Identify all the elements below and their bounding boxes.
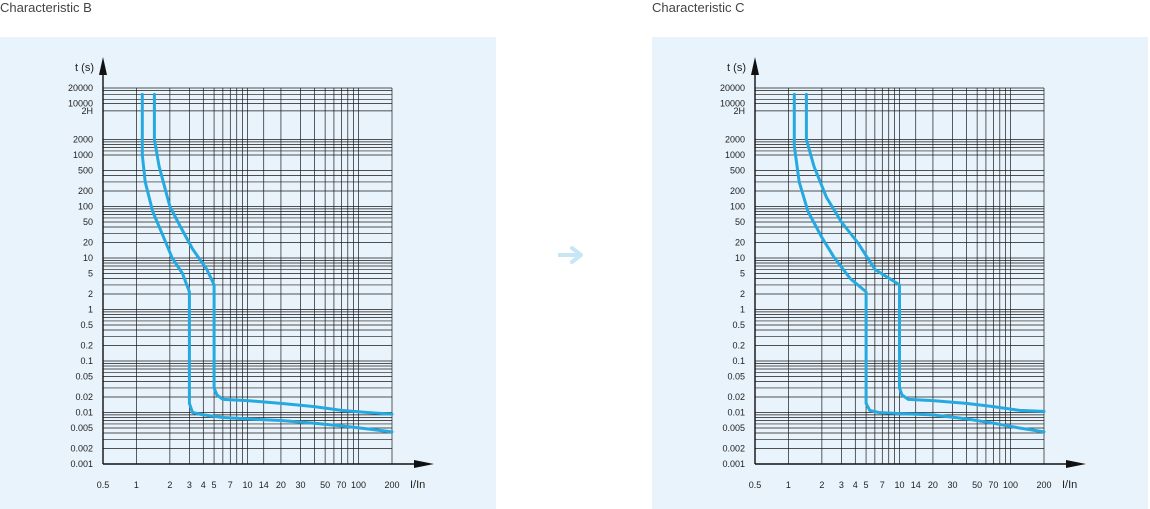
x-tick-label: 200 bbox=[1036, 480, 1051, 490]
x-tick-label: 3 bbox=[839, 480, 844, 490]
x-tick-label: 20 bbox=[928, 480, 938, 490]
x-tick-label: 70 bbox=[988, 480, 998, 490]
y-axis-arrow-icon bbox=[751, 57, 759, 75]
x-tick-label: 4 bbox=[201, 480, 206, 490]
y-tick-label: 20 bbox=[83, 237, 93, 247]
y-tick-label: 1000 bbox=[725, 150, 745, 160]
y-tick-label: 0.2 bbox=[732, 340, 745, 350]
y-tick-label: 10 bbox=[735, 253, 745, 263]
y-tick-label: 2H bbox=[733, 106, 745, 116]
y-tick-label: 2000 bbox=[725, 134, 745, 144]
x-tick-label: 20 bbox=[276, 480, 286, 490]
y-axis-arrow-icon bbox=[99, 57, 107, 75]
y-tick-label: 1000 bbox=[73, 150, 93, 160]
x-tick-label: 30 bbox=[295, 480, 305, 490]
trip-curve-lower bbox=[140, 92, 394, 434]
y-tick-label: 0.02 bbox=[75, 392, 93, 402]
y-tick-label: 0.01 bbox=[75, 408, 93, 418]
y-tick-label: 0.5 bbox=[80, 320, 93, 330]
x-axis-arrow-icon bbox=[1066, 460, 1086, 468]
y-tick-label: 0.005 bbox=[722, 423, 745, 433]
x-tick-label: 1 bbox=[134, 480, 139, 490]
x-tick-label: 100 bbox=[351, 480, 366, 490]
y-tick-label: 0.1 bbox=[732, 356, 745, 366]
y-tick-label: 0.05 bbox=[75, 372, 93, 382]
y-tick-label: 0.002 bbox=[70, 443, 93, 453]
y-tick-label: 0.05 bbox=[727, 372, 745, 382]
y-tick-label: 0.001 bbox=[722, 459, 745, 469]
y-tick-label: 20000 bbox=[68, 83, 93, 93]
y-tick-label: 200 bbox=[78, 186, 93, 196]
y-tick-label: 0.02 bbox=[727, 392, 745, 402]
y-tick-label: 100 bbox=[78, 202, 93, 212]
y-tick-label: 10 bbox=[83, 253, 93, 263]
chart-panel-b: 20000 10000 2H 2000 1000 500 200 100 50 20 10 5 2 1 0.… bbox=[0, 37, 496, 509]
y-tick-label: 50 bbox=[735, 217, 745, 227]
y-tick-label: 500 bbox=[78, 166, 93, 176]
y-tick-label: 2H bbox=[81, 106, 93, 116]
x-axis-arrow-icon bbox=[414, 460, 434, 468]
trip-curve-upper bbox=[152, 92, 394, 416]
y-tick-label: 0.01 bbox=[727, 408, 745, 418]
x-tick-label: 10 bbox=[894, 480, 904, 490]
y-tick-label: 1 bbox=[88, 305, 93, 315]
y-tick-label: 5 bbox=[740, 269, 745, 279]
y-tick-label: 1 bbox=[740, 305, 745, 315]
x-tick-label: 10 bbox=[242, 480, 252, 490]
x-tick-label: 50 bbox=[972, 480, 982, 490]
y-tick-label: 500 bbox=[730, 166, 745, 176]
x-tick-label: 7 bbox=[880, 480, 885, 490]
y-tick-label: 10000 bbox=[720, 99, 745, 109]
x-tick-label: 100 bbox=[1003, 480, 1018, 490]
x-tick-label: 14 bbox=[259, 480, 269, 490]
x-tick-label: 4 bbox=[853, 480, 858, 490]
y-tick-label: 2 bbox=[740, 289, 745, 299]
x-tick-label: 5 bbox=[864, 480, 869, 490]
y-tick-label: 50 bbox=[83, 217, 93, 227]
x-tick-label: 7 bbox=[228, 480, 233, 490]
chart-panel-c: 20000 10000 2H 2000 1000 500 200 100 50 20 10 5 2 1 0.… bbox=[652, 37, 1148, 509]
y-tick-label: 2 bbox=[88, 289, 93, 299]
y-tick-label: 20 bbox=[735, 237, 745, 247]
y-tick-label: 0.005 bbox=[70, 423, 93, 433]
y-tick-label: 200 bbox=[730, 186, 745, 196]
x-tick-label: 2 bbox=[167, 480, 172, 490]
chart-title-b: Characteristic B bbox=[0, 0, 92, 15]
y-tick-label: 10000 bbox=[68, 99, 93, 109]
y-axis-label: t (s) bbox=[727, 62, 746, 74]
trip-curve-upper bbox=[804, 92, 1046, 413]
x-tick-label: 30 bbox=[947, 480, 957, 490]
trip-curve-lower bbox=[792, 92, 1046, 434]
x-tick-label: 2 bbox=[819, 480, 824, 490]
x-tick-label: 14 bbox=[911, 480, 921, 490]
y-tick-label: 0.1 bbox=[80, 356, 93, 366]
x-tick-label: 50 bbox=[320, 480, 330, 490]
y-tick-label: 0.001 bbox=[70, 459, 93, 469]
x-tick-label: 200 bbox=[384, 480, 399, 490]
x-tick-label: 70 bbox=[336, 480, 346, 490]
y-tick-label: 2000 bbox=[73, 134, 93, 144]
y-tick-label: 100 bbox=[730, 202, 745, 212]
x-tick-label: 0.5 bbox=[97, 480, 110, 490]
x-axis-label: I/In bbox=[410, 479, 425, 491]
x-axis-label: I/In bbox=[1062, 479, 1077, 491]
x-tick-label: 1 bbox=[786, 480, 791, 490]
arrow-right-icon bbox=[557, 246, 590, 269]
y-tick-label: 20000 bbox=[720, 83, 745, 93]
x-tick-label: 3 bbox=[187, 480, 192, 490]
y-tick-label: 0.2 bbox=[80, 340, 93, 350]
y-axis-label: t (s) bbox=[75, 62, 94, 74]
x-tick-label: 5 bbox=[212, 480, 217, 490]
x-tick-label: 0.5 bbox=[749, 480, 762, 490]
chart-title-c: Characteristic C bbox=[652, 0, 745, 15]
y-tick-label: 0.5 bbox=[732, 320, 745, 330]
y-tick-label: 0.002 bbox=[722, 443, 745, 453]
y-tick-label: 5 bbox=[88, 269, 93, 279]
